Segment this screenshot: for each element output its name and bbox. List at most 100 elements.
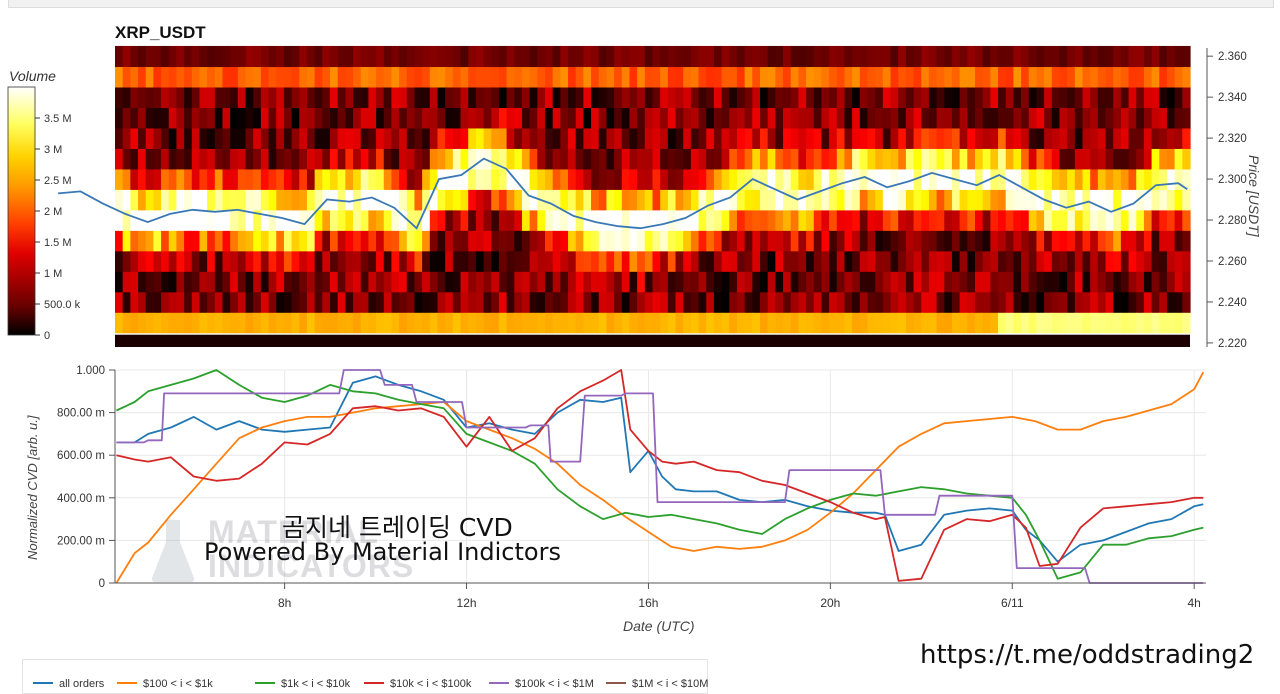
heatmap-cell <box>161 148 170 170</box>
heatmap-cell <box>445 45 454 68</box>
heatmap-cell <box>1097 312 1107 334</box>
heatmap-cell <box>806 271 815 293</box>
heatmap-cell <box>1044 312 1053 334</box>
heatmap-cell <box>982 189 991 211</box>
heatmap-cell <box>875 168 884 190</box>
heatmap-cell <box>253 271 262 293</box>
heatmap-cell <box>291 86 300 108</box>
heatmap-cell <box>875 66 884 88</box>
heatmap-cell <box>176 189 185 211</box>
heatmap-cell <box>760 189 769 211</box>
heatmap-cell <box>460 168 469 190</box>
heatmap-cell <box>690 148 700 170</box>
telegram-link[interactable]: https://t.me/oddstrading2 <box>920 640 1255 670</box>
heatmap-cell <box>360 312 369 334</box>
heatmap-cell <box>115 271 124 293</box>
heatmap-cell <box>798 45 807 68</box>
heatmap-cell <box>975 271 984 293</box>
heatmap-cell <box>936 148 945 170</box>
heatmap-cell <box>1182 148 1191 170</box>
heatmap-cell <box>552 312 561 334</box>
heatmap-cell <box>1174 230 1183 252</box>
heatmap-cell <box>353 271 362 293</box>
heatmap-cell <box>122 271 131 293</box>
heatmap-cell <box>790 107 799 129</box>
heatmap-cell <box>644 66 654 88</box>
heatmap-cell <box>422 127 431 149</box>
heatmap-cell <box>583 86 592 108</box>
heatmap-cell <box>153 148 162 170</box>
heatmap-cell <box>798 291 807 313</box>
legend-item[interactable]: all orders <box>33 678 104 690</box>
heatmap-cell <box>498 312 508 334</box>
heatmap-cell <box>760 45 769 68</box>
heatmap-cell <box>1067 250 1076 272</box>
heatmap-cell <box>199 45 208 68</box>
heatmap-cell <box>951 230 961 252</box>
heatmap-cell <box>191 230 201 252</box>
heatmap-cell <box>138 148 147 170</box>
heatmap-cell <box>560 271 569 293</box>
heatmap-cell <box>821 127 830 149</box>
heatmap-cell <box>537 209 546 231</box>
heatmap-cell <box>260 209 270 231</box>
heatmap-cell <box>982 66 991 88</box>
heatmap-cell <box>1051 189 1061 211</box>
heatmap-cell <box>606 148 615 170</box>
heatmap-cell <box>145 291 154 313</box>
heatmap-cell <box>360 209 369 231</box>
heatmap-cell <box>698 66 707 88</box>
heatmap-cell <box>191 168 201 190</box>
heatmap-cell <box>383 271 393 293</box>
heatmap-cell <box>368 66 377 88</box>
heatmap-cell <box>660 189 669 211</box>
heatmap-cell <box>383 209 393 231</box>
heatmap-cell <box>1090 45 1099 68</box>
heatmap-cell <box>260 168 270 190</box>
legend-item[interactable]: $100 < i < $1k <box>117 678 213 690</box>
heatmap-cell <box>276 291 285 313</box>
heatmap-cell <box>775 86 784 108</box>
heatmap-cell <box>767 189 776 211</box>
heatmap-cell <box>422 148 431 170</box>
heatmap-cell <box>191 66 201 88</box>
legend-item[interactable]: $1M < i < $10M <box>606 678 708 690</box>
heatmap-cell <box>1090 168 1099 190</box>
heatmap-cell <box>529 127 538 149</box>
heatmap-cell <box>1013 271 1022 293</box>
heatmap-cell <box>690 66 700 88</box>
heatmap-cell <box>598 250 608 272</box>
heatmap-cell <box>1159 291 1168 313</box>
heatmap-cell <box>852 45 861 68</box>
heatmap-cell <box>683 86 692 108</box>
legend-item[interactable]: $1k < i < $10k <box>255 678 350 690</box>
heatmap-cell <box>1059 209 1068 231</box>
legend-item[interactable]: $10k < i < $100k <box>364 678 471 690</box>
heatmap-cell <box>1051 312 1061 334</box>
heatmap-cell <box>1074 86 1084 108</box>
heatmap-cell <box>598 148 608 170</box>
heatmap-cell <box>568 45 577 68</box>
heatmap-cell <box>1151 168 1160 190</box>
heatmap-cell <box>944 209 953 231</box>
heatmap-cell <box>859 148 869 170</box>
heatmap-cell <box>1136 250 1145 272</box>
legend-item[interactable]: $100k < i < $1M <box>489 678 594 690</box>
heatmap-cell <box>306 168 316 190</box>
heatmap-cell <box>506 250 515 272</box>
heatmap-cell <box>752 86 761 108</box>
heatmap-cell <box>376 230 385 252</box>
heatmap-cell <box>360 189 369 211</box>
heatmap-cell <box>399 312 408 334</box>
heatmap-cell <box>222 107 231 129</box>
heatmap-cell <box>237 209 247 231</box>
heatmap-cell <box>1113 230 1122 252</box>
heatmap-cell <box>260 86 270 108</box>
heatmap-cell <box>1166 148 1176 170</box>
heatmap-cell <box>760 250 769 272</box>
legend-swatch <box>117 682 137 685</box>
chart-title: XRP_USDT <box>115 23 206 42</box>
heatmap-cell <box>122 66 131 88</box>
heatmap-cell <box>214 312 224 334</box>
heatmap-cell <box>844 66 853 88</box>
